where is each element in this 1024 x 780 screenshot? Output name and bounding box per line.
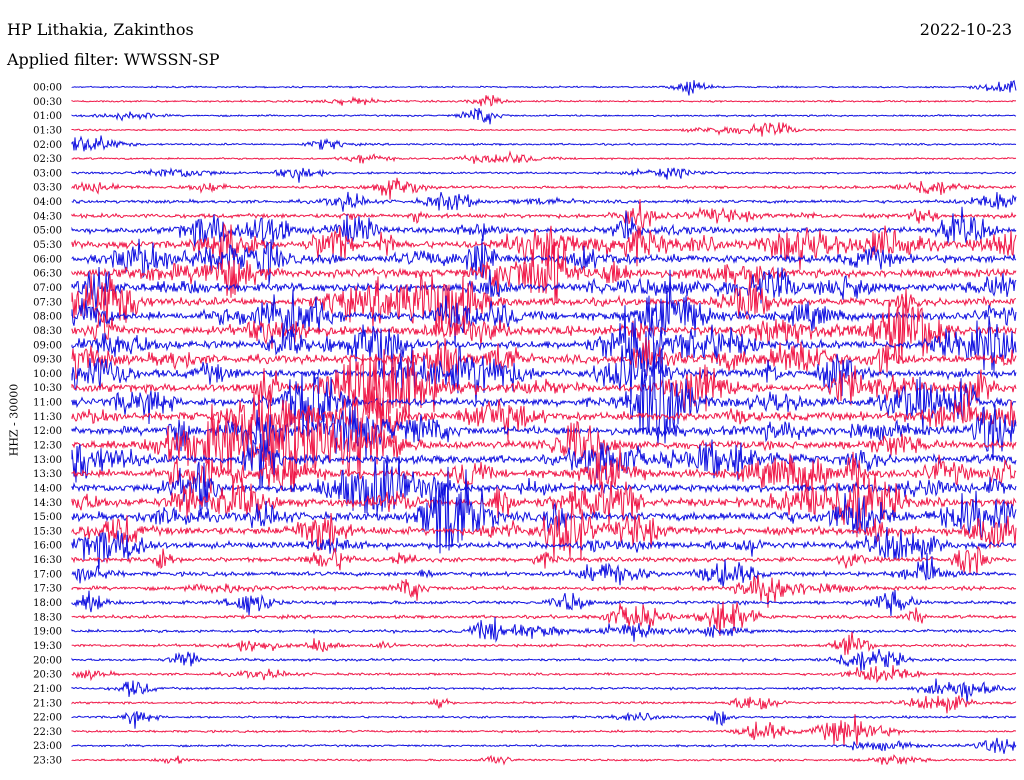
trace-line bbox=[71, 177, 1017, 200]
trace-line bbox=[71, 266, 1017, 311]
trace-line bbox=[71, 678, 1017, 704]
trace-line bbox=[71, 79, 1017, 96]
time-tick-label: 02:00 bbox=[33, 140, 62, 151]
time-tick-label: 13:30 bbox=[33, 469, 62, 480]
time-tick-label: 00:00 bbox=[33, 83, 62, 94]
trace-line bbox=[71, 288, 1017, 364]
time-tick-label: 17:30 bbox=[33, 584, 62, 595]
time-tick-label: 10:30 bbox=[33, 383, 62, 394]
time-tick-label: 01:30 bbox=[33, 125, 62, 136]
trace-line bbox=[71, 95, 1017, 107]
time-tick-label: 18:00 bbox=[33, 598, 62, 609]
time-tick-label: 09:30 bbox=[33, 355, 62, 366]
record-date: 2022-10-23 bbox=[919, 20, 1012, 39]
time-tick-label: 23:30 bbox=[33, 756, 62, 767]
trace-line bbox=[71, 269, 1017, 346]
time-tick-label: 09:00 bbox=[33, 340, 62, 351]
trace-line bbox=[71, 337, 1017, 382]
trace-line bbox=[71, 345, 1017, 405]
trace-line bbox=[71, 665, 1017, 684]
time-tick-label: 21:30 bbox=[33, 698, 62, 709]
station-name: HP Lithakia, Zakinthos bbox=[7, 20, 194, 39]
time-tick-label: 04:00 bbox=[33, 197, 62, 208]
time-tick-label: 07:30 bbox=[33, 297, 62, 308]
time-tick-label: 16:30 bbox=[33, 555, 62, 566]
time-tick-label: 21:00 bbox=[33, 684, 62, 695]
time-tick-label: 03:00 bbox=[33, 168, 62, 179]
trace-line bbox=[71, 349, 1017, 430]
time-tick-label: 22:30 bbox=[33, 727, 62, 738]
time-tick-label: 06:30 bbox=[33, 269, 62, 280]
time-tick-label: 15:00 bbox=[33, 512, 62, 523]
trace-line bbox=[71, 649, 1017, 672]
filter-label: Applied filter: WWSSN-SP bbox=[7, 50, 220, 69]
time-tick-label: 20:30 bbox=[33, 670, 62, 681]
trace-line bbox=[71, 601, 1017, 637]
time-tick-label: 08:00 bbox=[33, 312, 62, 323]
trace-line bbox=[71, 342, 1017, 444]
time-tick-label: 15:30 bbox=[33, 526, 62, 537]
trace-line bbox=[71, 167, 1017, 183]
trace-line bbox=[71, 386, 1017, 452]
trace-line bbox=[71, 631, 1017, 656]
time-tick-label: 12:00 bbox=[33, 426, 62, 437]
time-tick-label: 19:30 bbox=[33, 641, 62, 652]
time-tick-label: 11:00 bbox=[33, 398, 62, 409]
trace-line bbox=[71, 107, 1017, 125]
time-tick-label: 05:00 bbox=[33, 226, 62, 237]
time-tick-label: 14:30 bbox=[33, 498, 62, 509]
time-tick-label: 20:00 bbox=[33, 655, 62, 666]
trace-line bbox=[71, 199, 1017, 230]
time-tick-label: 17:00 bbox=[33, 569, 62, 580]
time-tick-label: 05:30 bbox=[33, 240, 62, 251]
time-tick-label: 23:00 bbox=[33, 741, 62, 752]
trace-line bbox=[71, 754, 1016, 766]
trace-line bbox=[71, 122, 1017, 137]
time-tick-label: 18:30 bbox=[33, 612, 62, 623]
trace-line bbox=[71, 545, 1017, 576]
trace-line bbox=[71, 466, 1017, 554]
trace-line bbox=[71, 737, 1017, 754]
time-tick-label: 13:00 bbox=[33, 455, 62, 466]
time-tick-label: 14:00 bbox=[33, 483, 62, 494]
trace-line bbox=[71, 575, 1017, 608]
trace-line bbox=[71, 695, 1017, 714]
time-tick-label: 00:30 bbox=[33, 97, 62, 108]
trace-line bbox=[71, 404, 1017, 485]
trace-line bbox=[71, 446, 1017, 497]
trace-line bbox=[71, 404, 1017, 460]
trace-line bbox=[71, 150, 1017, 164]
trace-line bbox=[71, 526, 1017, 569]
time-tick-label: 22:00 bbox=[33, 713, 62, 724]
time-tick-label: 02:30 bbox=[33, 154, 62, 165]
trace-line bbox=[71, 552, 1017, 588]
trace-line bbox=[71, 714, 1017, 747]
trace-line bbox=[71, 135, 1017, 152]
time-tick-label: 10:00 bbox=[33, 369, 62, 380]
time-tick-label: 16:00 bbox=[33, 541, 62, 552]
trace-line bbox=[71, 710, 1017, 729]
time-tick-label: 08:30 bbox=[33, 326, 62, 337]
time-tick-label: 19:00 bbox=[33, 627, 62, 638]
trace-line bbox=[71, 271, 1017, 338]
time-tick-label: 04:30 bbox=[33, 211, 62, 222]
trace-line bbox=[71, 491, 1017, 560]
time-tick-label: 11:30 bbox=[33, 412, 62, 423]
trace-line bbox=[71, 222, 1017, 275]
time-tick-label: 01:00 bbox=[33, 111, 62, 122]
time-tick-label: 07:00 bbox=[33, 283, 62, 294]
trace-line bbox=[71, 589, 1017, 616]
trace-line bbox=[71, 473, 1017, 538]
time-tick-label: 06:00 bbox=[33, 254, 62, 265]
time-tick-label: 03:30 bbox=[33, 183, 62, 194]
trace-line bbox=[71, 616, 1017, 643]
trace-line bbox=[71, 305, 1017, 375]
trace-line bbox=[71, 191, 1017, 212]
time-tick-label: 12:30 bbox=[33, 441, 62, 452]
